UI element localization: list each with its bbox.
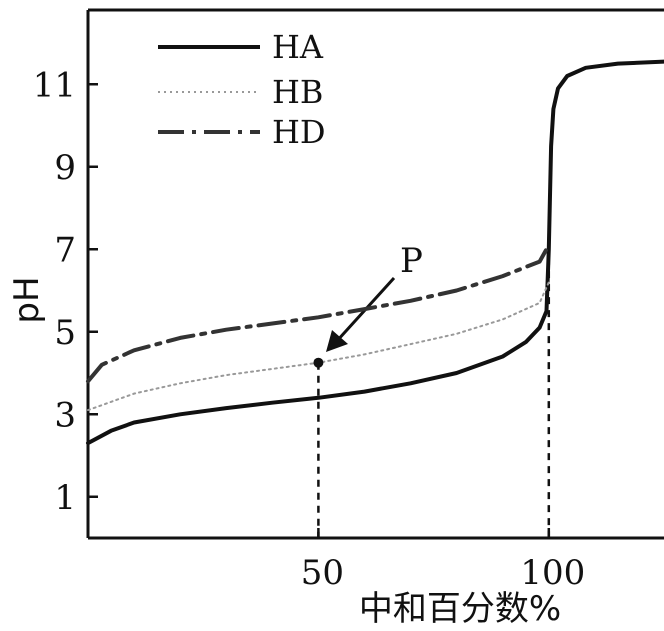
reference-lines <box>317 245 551 538</box>
point-p-marker <box>313 357 324 368</box>
y-tick-label-3: 3 <box>54 395 76 435</box>
legend-label-ha: HA <box>272 28 324 66</box>
y-tick-label-1: 1 <box>54 478 76 518</box>
legend-label-hb: HB <box>272 73 323 111</box>
x-axis-title: 中和百分数% <box>359 589 561 629</box>
series-line-hd <box>86 243 551 384</box>
ticks-layer: 1 3 5 7 9 11 50 100 <box>33 65 586 593</box>
x-tick-label-50: 50 <box>301 553 344 593</box>
legend: HA HB HD <box>158 28 326 151</box>
series-line-ha <box>86 59 664 446</box>
y-tick-label-5: 5 <box>54 313 76 353</box>
legend-label-hd: HD <box>272 113 326 151</box>
x-tick-label-100: 100 <box>520 553 585 593</box>
point-p-arrow-head <box>326 330 348 352</box>
y-tick-label-11: 11 <box>33 65 76 105</box>
point-p-label: P <box>400 241 423 281</box>
marks-layer <box>313 357 324 368</box>
series-line-hb <box>87 281 550 412</box>
y-tick-label-9: 9 <box>54 148 76 188</box>
series-layer <box>86 59 664 446</box>
y-axis-title: pH <box>7 276 47 323</box>
y-tick-label-7: 7 <box>54 230 76 270</box>
